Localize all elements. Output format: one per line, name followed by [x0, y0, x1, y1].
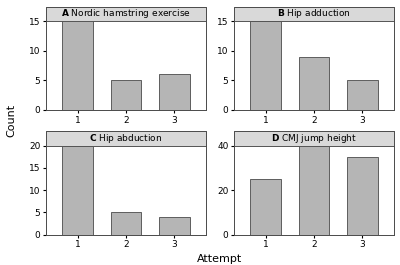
Bar	[111, 80, 141, 110]
Bar	[348, 80, 378, 110]
Bar	[250, 21, 280, 110]
Bar	[62, 9, 92, 110]
Text: $\mathbf{B}$ Hip adduction: $\mathbf{B}$ Hip adduction	[277, 7, 351, 20]
Bar	[348, 157, 378, 235]
Bar	[160, 74, 190, 110]
Bar	[62, 146, 92, 235]
Bar	[299, 57, 329, 110]
Text: Count: Count	[6, 104, 16, 137]
Text: Attempt: Attempt	[197, 254, 243, 264]
Bar	[160, 217, 190, 235]
Text: $\mathbf{A}$ Nordic hamstring exercise: $\mathbf{A}$ Nordic hamstring exercise	[61, 7, 191, 20]
Bar	[299, 123, 329, 235]
Text: $\mathbf{D}$ CMJ jump height: $\mathbf{D}$ CMJ jump height	[271, 132, 357, 145]
Text: $\mathbf{C}$ Hip abduction: $\mathbf{C}$ Hip abduction	[89, 132, 163, 145]
Bar	[250, 179, 280, 235]
Bar	[111, 212, 141, 235]
